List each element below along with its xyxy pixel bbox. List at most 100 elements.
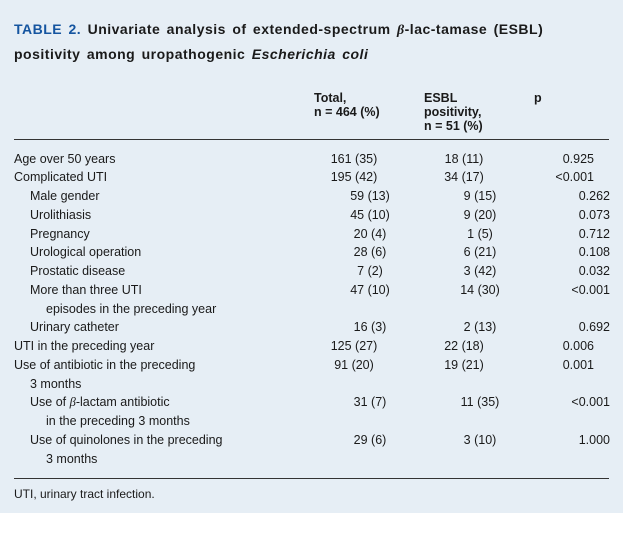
row-label: Male gender xyxy=(14,187,330,206)
row-total: 59 (13) xyxy=(330,187,440,206)
row-p: <0.001 xyxy=(534,168,594,187)
row-label: Use of antibiotic in the preceding xyxy=(14,356,314,375)
row-p xyxy=(566,450,623,469)
header-esbl-l1: ESBL xyxy=(424,91,457,105)
row-total: 16 (3) xyxy=(330,318,440,337)
table-row: Prostatic disease7 (2)3 (42)0.032 xyxy=(14,262,609,281)
row-p: 0.692 xyxy=(550,318,610,337)
row-label: episodes in the preceding year xyxy=(14,300,346,319)
row-label: Urological operation xyxy=(14,243,330,262)
table-row: Age over 50 years161 (35)18 (11)0.925 xyxy=(14,150,609,169)
row-label: Urolithiasis xyxy=(14,206,330,225)
header-blank xyxy=(14,91,314,133)
row-total: 91 (20) xyxy=(314,356,424,375)
row-p: 0.073 xyxy=(550,206,610,225)
row-label: Urinary catheter xyxy=(14,318,330,337)
row-esbl: 9 (15) xyxy=(440,187,550,206)
row-label: Prostatic disease xyxy=(14,262,330,281)
row-p: 0.712 xyxy=(550,225,610,244)
row-label: 3 months xyxy=(14,450,346,469)
row-label: Age over 50 years xyxy=(14,150,314,169)
header-total-l1: Total, xyxy=(314,91,346,105)
header-total: Total, n = 464 (%) xyxy=(314,91,424,133)
table-row: 3 months xyxy=(14,450,609,469)
row-p xyxy=(566,412,623,431)
row-esbl: 11 (35) xyxy=(440,393,550,412)
row-esbl: 14 (30) xyxy=(440,281,550,300)
row-p: 0.006 xyxy=(534,337,594,356)
header-esbl-l3: n = 51 (%) xyxy=(424,119,483,133)
row-total: 47 (10) xyxy=(330,281,440,300)
table-row: Urological operation28 (6)6 (21)0.108 xyxy=(14,243,609,262)
row-p: 0.925 xyxy=(534,150,594,169)
row-esbl: 9 (20) xyxy=(440,206,550,225)
row-p: 1.000 xyxy=(550,431,610,450)
table-row: Use of quinolones in the preceding29 (6)… xyxy=(14,431,609,450)
row-total xyxy=(346,450,456,469)
row-p: <0.001 xyxy=(550,393,610,412)
row-total xyxy=(346,300,456,319)
table-row: in the preceding 3 months xyxy=(14,412,609,431)
row-total xyxy=(346,412,456,431)
row-p: 0.001 xyxy=(534,356,594,375)
row-label: More than three UTI xyxy=(14,281,330,300)
row-label: Use of quinolones in the preceding xyxy=(14,431,330,450)
row-label: UTI in the preceding year xyxy=(14,337,314,356)
row-total: 195 (42) xyxy=(314,168,424,187)
row-esbl: 18 (11) xyxy=(424,150,534,169)
row-total: 28 (6) xyxy=(330,243,440,262)
row-p: 0.108 xyxy=(550,243,610,262)
title-greek: β xyxy=(397,23,405,38)
row-esbl xyxy=(440,375,550,394)
row-esbl: 3 (42) xyxy=(440,262,550,281)
row-esbl xyxy=(456,300,566,319)
row-total: 7 (2) xyxy=(330,262,440,281)
row-total: 20 (4) xyxy=(330,225,440,244)
header-p: p xyxy=(534,91,589,133)
row-esbl: 34 (17) xyxy=(424,168,534,187)
row-total: 29 (6) xyxy=(330,431,440,450)
row-esbl xyxy=(456,412,566,431)
row-label: Complicated UTI xyxy=(14,168,314,187)
table-row: UTI in the preceding year125 (27)22 (18)… xyxy=(14,337,609,356)
header-total-l2: n = 464 (%) xyxy=(314,105,380,119)
row-label: 3 months xyxy=(14,375,330,394)
row-esbl: 6 (21) xyxy=(440,243,550,262)
row-total: 31 (7) xyxy=(330,393,440,412)
table-row: Male gender59 (13)9 (15)0.262 xyxy=(14,187,609,206)
title-italic: Escherichia coli xyxy=(252,46,369,62)
row-total: 161 (35) xyxy=(314,150,424,169)
table-title: TABLE 2. Univariate analysis of extended… xyxy=(14,18,609,67)
row-label: Use of β-lactam antibiotic xyxy=(14,393,330,412)
row-esbl: 3 (10) xyxy=(440,431,550,450)
row-esbl: 1 (5) xyxy=(440,225,550,244)
row-p xyxy=(566,300,623,319)
row-esbl: 19 (21) xyxy=(424,356,534,375)
header-esbl-l2: positivity, xyxy=(424,105,481,119)
row-label: in the preceding 3 months xyxy=(14,412,346,431)
table-header-row: Total, n = 464 (%) ESBL positivity, n = … xyxy=(14,81,609,140)
row-total: 45 (10) xyxy=(330,206,440,225)
row-esbl xyxy=(456,450,566,469)
title-part-1: Univariate analysis of extended-spectrum xyxy=(81,21,397,37)
row-p: 0.032 xyxy=(550,262,610,281)
table-row: Use of β-lactam antibiotic31 (7)11 (35)<… xyxy=(14,393,609,412)
table-footnote: UTI, urinary tract infection. xyxy=(14,479,609,501)
table-row: Pregnancy20 (4)1 (5)0.712 xyxy=(14,225,609,244)
table-body: Age over 50 years161 (35)18 (11)0.925Com… xyxy=(14,140,609,480)
table-2: TABLE 2. Univariate analysis of extended… xyxy=(0,0,623,513)
row-p: 0.262 xyxy=(550,187,610,206)
row-label: Pregnancy xyxy=(14,225,330,244)
table-row: Complicated UTI195 (42)34 (17)<0.001 xyxy=(14,168,609,187)
table-row: 3 months xyxy=(14,375,609,394)
table-row: episodes in the preceding year xyxy=(14,300,609,319)
row-total: 125 (27) xyxy=(314,337,424,356)
table-row: Urolithiasis45 (10)9 (20)0.073 xyxy=(14,206,609,225)
table-row: More than three UTI47 (10)14 (30)<0.001 xyxy=(14,281,609,300)
row-esbl: 22 (18) xyxy=(424,337,534,356)
title-prefix: TABLE 2. xyxy=(14,21,81,37)
row-esbl: 2 (13) xyxy=(440,318,550,337)
table-row: Urinary catheter16 (3)2 (13)0.692 xyxy=(14,318,609,337)
row-total xyxy=(330,375,440,394)
header-esbl: ESBL positivity, n = 51 (%) xyxy=(424,91,534,133)
